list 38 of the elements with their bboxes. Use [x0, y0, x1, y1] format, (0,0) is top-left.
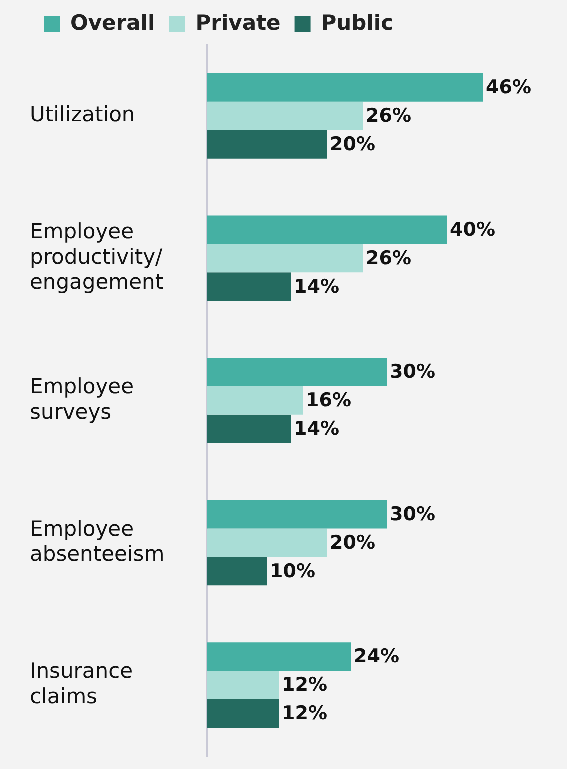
- legend-label: Overall: [70, 10, 156, 35]
- bar: [207, 699, 279, 728]
- data-label: 40%: [450, 218, 496, 241]
- bar: [207, 671, 279, 700]
- bar: [207, 358, 387, 386]
- data-label: 20%: [330, 532, 376, 554]
- bar: [207, 244, 363, 273]
- y-tick-label: Employee absenteeism: [30, 516, 165, 566]
- data-label: 20%: [330, 134, 376, 156]
- data-label: 12%: [282, 674, 328, 696]
- data-label: 30%: [390, 361, 436, 384]
- data-label: 10%: [270, 560, 316, 582]
- bar: [207, 272, 291, 302]
- legend-label: Public: [321, 10, 394, 35]
- data-label: 26%: [366, 105, 412, 128]
- data-label: 14%: [294, 276, 340, 298]
- data-label: 16%: [306, 390, 352, 412]
- data-label: 46%: [486, 76, 532, 99]
- bar: [207, 130, 327, 159]
- data-label: 14%: [294, 418, 340, 440]
- data-label: 26%: [366, 247, 412, 270]
- data-label: 24%: [354, 646, 400, 668]
- bar: [207, 528, 327, 558]
- y-tick-label: Employee productivity/ engagement: [30, 220, 164, 294]
- data-label: 30%: [390, 503, 436, 526]
- y-tick-label: Utilization: [30, 102, 136, 127]
- bar: [207, 73, 483, 102]
- y-tick-label: Employee surveys: [30, 374, 134, 424]
- bar: [207, 386, 303, 415]
- bar: [207, 414, 291, 444]
- bar: [207, 642, 351, 672]
- data-label: 12%: [282, 702, 328, 725]
- bar: [207, 216, 447, 244]
- y-tick-label: Insurance claims: [30, 659, 134, 708]
- bar: [207, 557, 267, 586]
- bar: [207, 102, 363, 130]
- legend-label: Private: [196, 10, 281, 35]
- bar: [207, 500, 387, 529]
